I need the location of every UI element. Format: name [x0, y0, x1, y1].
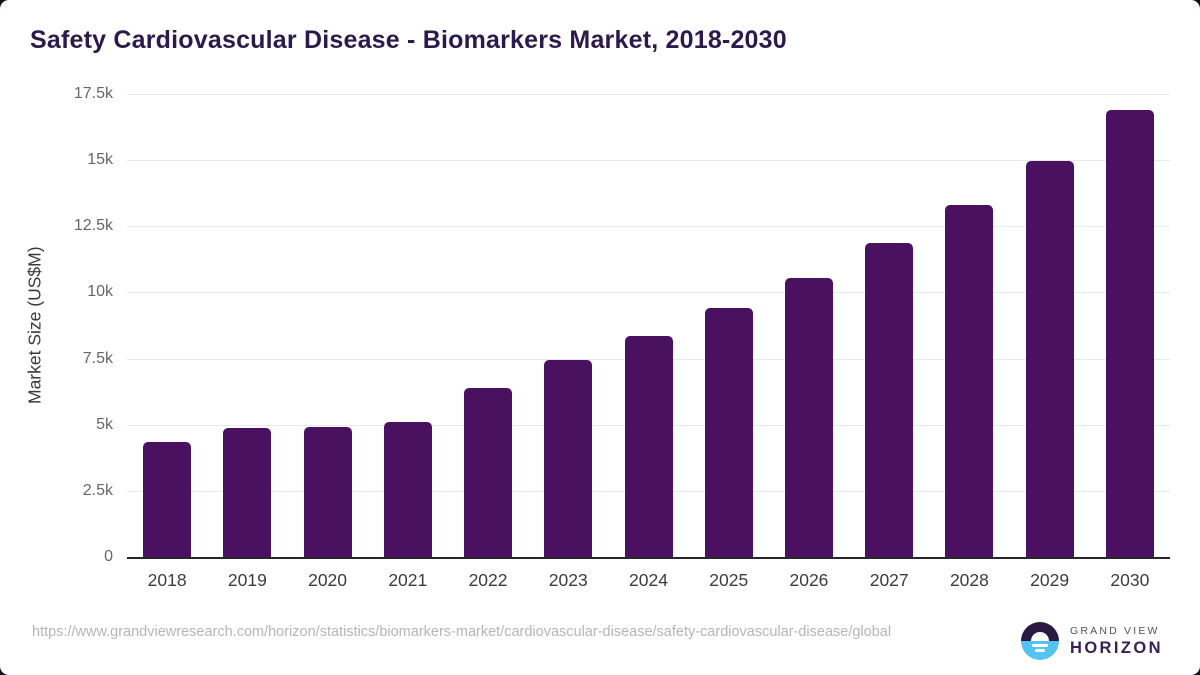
source-url: https://www.grandviewresearch.com/horizo…	[32, 624, 892, 640]
x-tick-label-2019: 2019	[227, 570, 267, 590]
chart-plot: 0 2.5k 5k 7.5k 10k 12.5k 15k 17.5k 2018 2019 2020 2…	[74, 85, 1170, 590]
bar-2021[interactable]	[383, 421, 432, 557]
y-tick-label-2.5k: 2.5k	[82, 481, 113, 499]
bar-2027[interactable]	[865, 243, 914, 557]
x-tick-label-2020: 2020	[308, 570, 348, 590]
sun-reflection-bar	[1032, 643, 1048, 647]
x-tick-label-2025: 2025	[709, 570, 749, 590]
bar-2020[interactable]	[303, 427, 352, 557]
x-tick-label-2030: 2030	[1110, 570, 1150, 590]
x-tick-label-2024: 2024	[629, 570, 668, 590]
bar-2018[interactable]	[143, 441, 192, 557]
bar-2029[interactable]	[1025, 161, 1074, 557]
bar-2019[interactable]	[223, 428, 272, 557]
bar-2030[interactable]	[1105, 109, 1154, 557]
y-tick-label-0: 0	[104, 548, 113, 565]
bar-2026[interactable]	[784, 277, 833, 557]
sun-shape	[1031, 632, 1049, 641]
gridline-17.5k	[127, 94, 1170, 95]
bar-2022[interactable]	[464, 387, 513, 557]
x-tick-label-2027: 2027	[869, 570, 909, 590]
y-tick-label-7.5k: 7.5k	[82, 349, 113, 367]
x-tick-label-2026: 2026	[789, 570, 829, 590]
x-axis-line	[127, 557, 1170, 559]
chart-title: Safety Cardiovascular Disease - Biomarke…	[30, 26, 787, 54]
bar-2024[interactable]	[624, 335, 673, 557]
bar-2023[interactable]	[544, 359, 593, 557]
bar-2028[interactable]	[945, 204, 994, 557]
x-tick-label-2022: 2022	[468, 570, 508, 590]
logo-brand-name: GRAND VIEW	[1070, 624, 1160, 637]
x-tick-label-2023: 2023	[548, 570, 588, 590]
y-tick-label-17.5k: 17.5k	[73, 85, 113, 102]
horizon-sun-icon	[1021, 622, 1059, 660]
gridline-15k	[127, 160, 1170, 162]
x-tick-label-2018: 2018	[147, 570, 187, 590]
y-tick-label-5k: 5k	[96, 415, 113, 433]
x-tick-label-2021: 2021	[388, 570, 428, 590]
gridline-10k	[127, 292, 1170, 294]
sun-reflection-bar	[1035, 649, 1045, 652]
gridline-12.5k	[127, 226, 1170, 228]
logo-text: GRAND VIEW HORIZON	[1070, 625, 1163, 658]
x-tick-label-2029: 2029	[1030, 570, 1070, 590]
y-tick-label-15k: 15k	[87, 151, 113, 169]
x-tick-label-2028: 2028	[949, 570, 989, 590]
grand-view-horizon-logo: GRAND VIEW HORIZON	[1021, 622, 1163, 660]
bar-2025[interactable]	[704, 308, 753, 557]
logo-product-name: HORIZON	[1070, 638, 1163, 657]
y-tick-label-12.5k: 12.5k	[73, 217, 113, 235]
y-tick-label-10k: 10k	[87, 283, 113, 301]
